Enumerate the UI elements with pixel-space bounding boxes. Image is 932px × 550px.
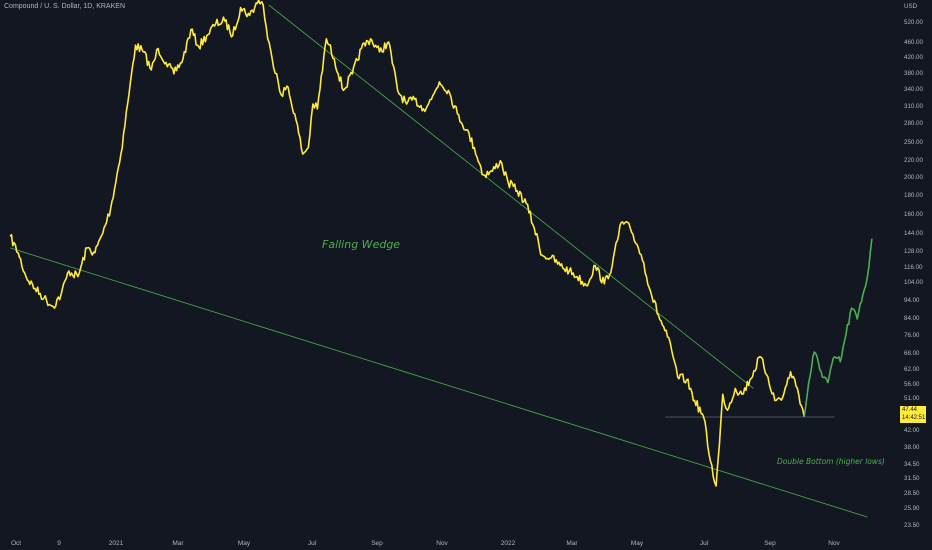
y-tick-label: 68.00 xyxy=(904,350,920,357)
axes: Oct 9 2021 Mar May Jul Sep Nov 2022 Mar May Jul Sep N… xyxy=(11,3,924,547)
y-tick-label: 280.00 xyxy=(904,120,923,127)
x-tick-label: Oct xyxy=(11,540,21,547)
y-tick-label: 23.50 xyxy=(904,522,920,529)
recent-price-line xyxy=(803,238,873,418)
y-tick-label: 220.00 xyxy=(904,157,923,164)
y-tick-label: 31.50 xyxy=(904,475,920,482)
x-tick-label: May xyxy=(238,540,251,547)
wedge-trendline xyxy=(10,247,868,518)
falling-wedge-label: Falling Wedge xyxy=(322,238,401,251)
y-tick-label: 420.00 xyxy=(904,54,923,61)
y-tick-label: 460.00 xyxy=(904,39,923,46)
x-tick-label: Jul xyxy=(308,540,317,547)
price-series xyxy=(9,0,873,487)
y-tick-label: 128.00 xyxy=(904,248,923,255)
y-tick-label: 28.50 xyxy=(904,490,920,497)
x-tick-label: Mar xyxy=(172,540,184,547)
y-tick-label: 104.00 xyxy=(904,279,923,286)
wedge-trendline xyxy=(268,4,754,389)
y-tick-label: 94.00 xyxy=(904,297,920,304)
y-tick-label: 340.00 xyxy=(904,86,923,93)
y-tick-label: 250.00 xyxy=(904,139,923,146)
last-price-tag: 47.44 14:42:51 xyxy=(900,406,926,423)
y-tick-label: 62.00 xyxy=(904,366,920,373)
countdown-value: 14:42:51 xyxy=(902,415,926,421)
x-tick-label: Nov xyxy=(436,540,448,547)
y-tick-label: 56.00 xyxy=(904,381,920,388)
y-tick-label: 380.00 xyxy=(904,70,923,77)
x-tick-label: 2022 xyxy=(501,540,516,547)
y-tick-label: 180.00 xyxy=(904,192,923,199)
y-tick-label: 25.90 xyxy=(904,505,920,512)
x-tick-label: Jul xyxy=(700,540,709,547)
y-tick-label: 200.00 xyxy=(904,174,923,181)
x-tick-label: Sep xyxy=(371,540,383,547)
y-tick-label: 38.00 xyxy=(904,444,920,451)
double-bottom-label: Double Bottom (higher lows) xyxy=(777,457,885,466)
last-price-value: 47.44 xyxy=(902,407,918,413)
x-tick-label: Sep xyxy=(764,540,776,547)
price-line xyxy=(9,0,805,487)
y-tick-label: 34.50 xyxy=(904,461,920,468)
y-tick-label: 116.00 xyxy=(904,264,923,271)
x-tick-label: Nov xyxy=(828,540,840,547)
x-tick-label: May xyxy=(631,540,644,547)
x-tick-label: 9 xyxy=(57,540,61,547)
y-tick-label: USD xyxy=(904,3,918,10)
x-tick-label: Mar xyxy=(566,540,578,547)
trendlines xyxy=(10,4,868,518)
y-tick-label: 76.00 xyxy=(904,332,920,339)
y-tick-label: 310.00 xyxy=(904,103,923,110)
symbol-title: Compound / U. S. Dollar, 1D, KRAKEN xyxy=(4,3,125,10)
y-tick-label: 51.00 xyxy=(904,395,920,402)
y-tick-label: 42.00 xyxy=(904,427,920,434)
y-tick-label: 84.00 xyxy=(904,315,920,322)
y-tick-label: 160.00 xyxy=(904,211,923,218)
y-tick-label: 520.00 xyxy=(904,19,923,26)
y-tick-label: 144.00 xyxy=(904,230,923,237)
x-tick-label: 2021 xyxy=(109,540,124,547)
